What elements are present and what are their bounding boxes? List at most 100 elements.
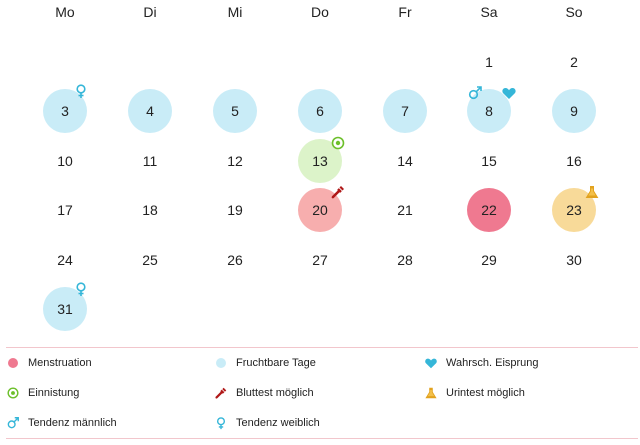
day-cell-28[interactable]: 28 (383, 238, 427, 282)
day-number: 17 (57, 202, 73, 218)
male-icon (467, 85, 483, 101)
day-number: 30 (566, 252, 582, 268)
day-cell-12[interactable]: 12 (213, 139, 257, 183)
day-number: 2 (570, 54, 578, 70)
legend-label: Einnistung (28, 387, 80, 399)
legend-label: Tendenz weiblich (236, 417, 320, 429)
weekday-so: So (565, 4, 583, 20)
weekday-sa: Sa (480, 4, 498, 20)
day-cell-15[interactable]: 15 (467, 139, 511, 183)
day-cell-23[interactable]: 23 (552, 186, 599, 232)
day-cell-1[interactable]: 1 (467, 40, 511, 84)
legend-item-7: Tendenz männlich (6, 413, 117, 433)
day-number: 1 (485, 54, 493, 70)
day-cell-14[interactable]: 14 (383, 139, 427, 183)
legend-label: Menstruation (28, 357, 92, 369)
day-number: 28 (397, 252, 413, 268)
legend: Menstruation Fruchtbare Tage Wahrsch. Eisp… (0, 350, 640, 440)
female-icon (73, 281, 89, 297)
day-cell-7[interactable]: 7 (383, 89, 427, 133)
day-cell-24[interactable]: 24 (43, 238, 87, 282)
day-number: 26 (227, 252, 243, 268)
weekday-mo: Mo (55, 4, 75, 20)
dropper-icon (330, 184, 346, 200)
legend-label: Urintest möglich (446, 387, 525, 399)
day-number: 15 (481, 153, 497, 169)
legend-item-4: Einnistung (6, 383, 79, 403)
day-cell-17[interactable]: 17 (43, 188, 87, 232)
legend-item-8: Tendenz weiblich (214, 413, 320, 433)
day-cell-21[interactable]: 21 (383, 188, 427, 232)
day-cell-6[interactable]: 6 (298, 89, 342, 133)
implant-icon (6, 386, 20, 400)
weekday-di: Di (143, 4, 157, 20)
legend-item-6: Urintest möglich (424, 383, 525, 403)
flask-icon (424, 386, 438, 400)
day-cell-8[interactable]: 8 (467, 86, 516, 133)
heart-icon (501, 85, 517, 101)
legend-separator-bottom (6, 438, 638, 439)
female-icon (73, 83, 89, 99)
day-cell-11[interactable]: 11 (128, 139, 172, 183)
day-cell-30[interactable]: 30 (552, 238, 596, 282)
day-number: 23 (566, 202, 582, 218)
day-cell-10[interactable]: 10 (43, 139, 87, 183)
day-cell-26[interactable]: 26 (213, 238, 257, 282)
male-icon (6, 416, 20, 430)
day-number: 29 (481, 252, 497, 268)
day-cell-9[interactable]: 9 (552, 89, 596, 133)
weekday-header: Mo Di Mi Do Fr Sa So (0, 0, 640, 26)
day-number: 18 (142, 202, 158, 218)
flask-icon (584, 184, 600, 200)
legend-label: Fruchtbare Tage (236, 357, 316, 369)
day-number: 12 (227, 153, 243, 169)
day-cell-29[interactable]: 29 (467, 238, 511, 282)
day-number: 10 (57, 153, 73, 169)
day-number: 21 (397, 202, 413, 218)
legend-separator-top (6, 347, 638, 348)
calendar-grid: 1 2 3 4 5 6 7 8 9 10 11 12 13 14 15 16 17 18 19 20 21 22 23 24 2… (43, 40, 599, 331)
day-cell-2[interactable]: 2 (552, 40, 596, 84)
dot-red-icon (6, 356, 20, 370)
day-number: 4 (146, 103, 154, 119)
day-cell-16[interactable]: 16 (552, 139, 596, 183)
weekday-fr: Fr (398, 4, 412, 20)
day-number: 11 (142, 153, 158, 169)
legend-label: Wahrsch. Eisprung (446, 357, 539, 369)
day-cell-27[interactable]: 27 (298, 238, 342, 282)
day-cell-31[interactable]: 31 (43, 282, 87, 331)
legend-label: Tendenz männlich (28, 417, 117, 429)
day-cell-3[interactable]: 3 (43, 84, 87, 133)
day-number: 14 (397, 153, 413, 169)
day-number: 20 (312, 202, 328, 218)
day-number: 3 (61, 103, 69, 119)
day-number: 31 (57, 301, 73, 317)
weekday-mi: Mi (227, 4, 243, 20)
implant-icon (330, 135, 346, 151)
day-number: 16 (566, 153, 582, 169)
legend-item-3: Wahrsch. Eisprung (424, 353, 539, 373)
day-cell-18[interactable]: 18 (128, 188, 172, 232)
weekday-do: Do (311, 4, 329, 20)
day-cell-25[interactable]: 25 (128, 238, 172, 282)
day-number: 7 (401, 103, 409, 119)
female-icon (214, 416, 228, 430)
day-cell-5[interactable]: 5 (213, 89, 257, 133)
day-number: 24 (57, 252, 73, 268)
legend-item-5: Bluttest möglich (214, 383, 314, 403)
legend-item-2: Fruchtbare Tage (214, 353, 316, 373)
day-cell-22[interactable]: 22 (467, 188, 511, 232)
legend-label: Bluttest möglich (236, 387, 314, 399)
heart-icon (424, 356, 438, 370)
day-number: 22 (481, 202, 497, 218)
day-cell-13[interactable]: 13 (298, 136, 345, 183)
day-number: 6 (316, 103, 324, 119)
dot-lightblue-icon (214, 356, 228, 370)
day-cell-4[interactable]: 4 (128, 89, 172, 133)
day-number: 27 (312, 252, 328, 268)
day-cell-20[interactable]: 20 (298, 186, 344, 232)
day-number: 8 (485, 103, 493, 119)
day-number: 13 (312, 153, 328, 169)
day-cell-19[interactable]: 19 (213, 188, 257, 232)
legend-item-1: Menstruation (6, 353, 92, 373)
